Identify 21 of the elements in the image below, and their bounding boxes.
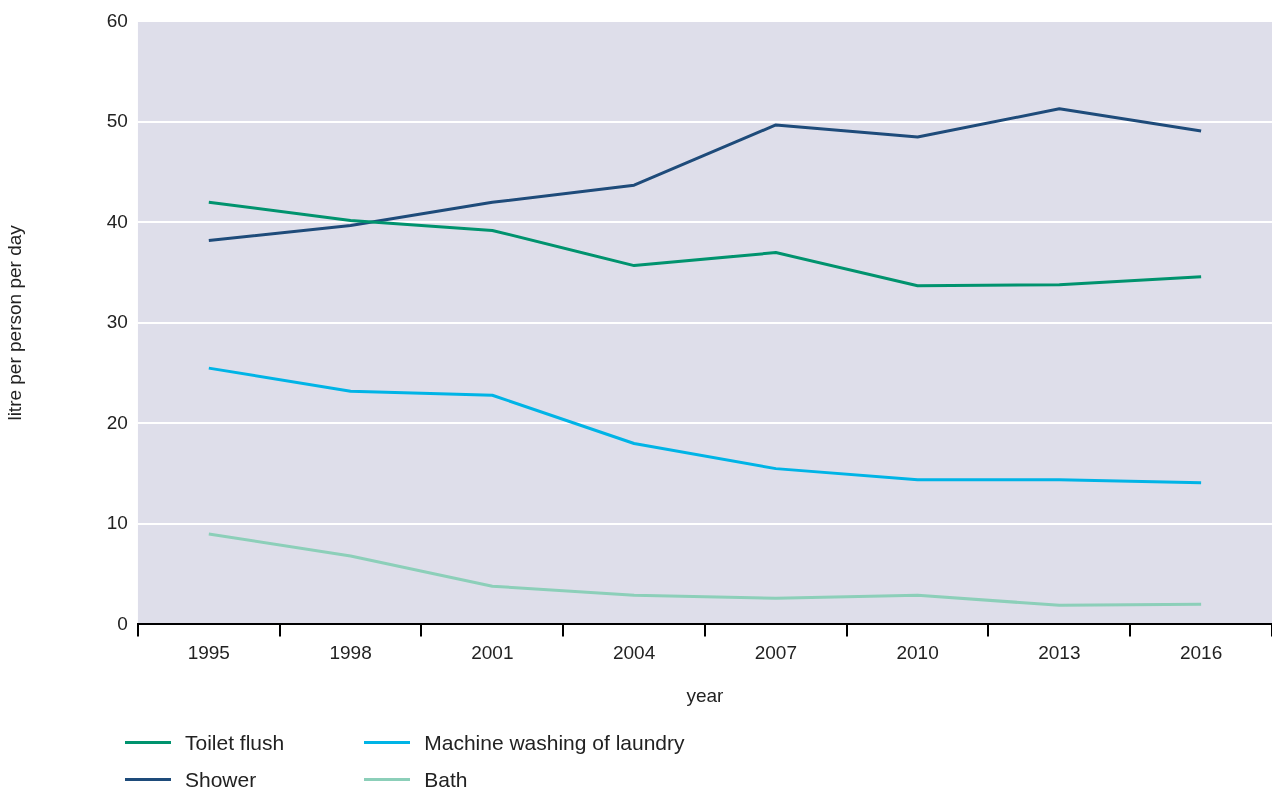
x-axis-title: year bbox=[686, 684, 725, 706]
y-tick-label: 60 bbox=[106, 9, 128, 31]
x-tick-label: 2016 bbox=[1179, 642, 1223, 664]
x-tick-label: 2007 bbox=[754, 642, 797, 664]
y-tick-label: 10 bbox=[106, 512, 128, 534]
y-tick-label: 20 bbox=[106, 411, 128, 433]
legend-label: Toilet flush bbox=[185, 730, 285, 755]
x-tick-label: 2004 bbox=[612, 642, 656, 664]
x-tick-label: 1995 bbox=[187, 642, 230, 664]
legend-label: Shower bbox=[185, 767, 257, 792]
y-tick-label: 30 bbox=[106, 311, 128, 333]
x-tick-label: 2013 bbox=[1038, 642, 1081, 664]
x-tick-label: 2010 bbox=[896, 642, 939, 664]
y-tick-label: 0 bbox=[117, 612, 128, 634]
legend-label: Bath bbox=[424, 767, 468, 792]
y-axis-title: litre per person per day bbox=[3, 224, 25, 421]
x-tick-label: 1998 bbox=[329, 642, 372, 664]
y-tick-label: 40 bbox=[106, 210, 128, 232]
x-tick-label: 2001 bbox=[471, 642, 514, 664]
legend-label: Machine washing of laundry bbox=[424, 730, 685, 755]
y-tick-label: 50 bbox=[106, 110, 128, 132]
